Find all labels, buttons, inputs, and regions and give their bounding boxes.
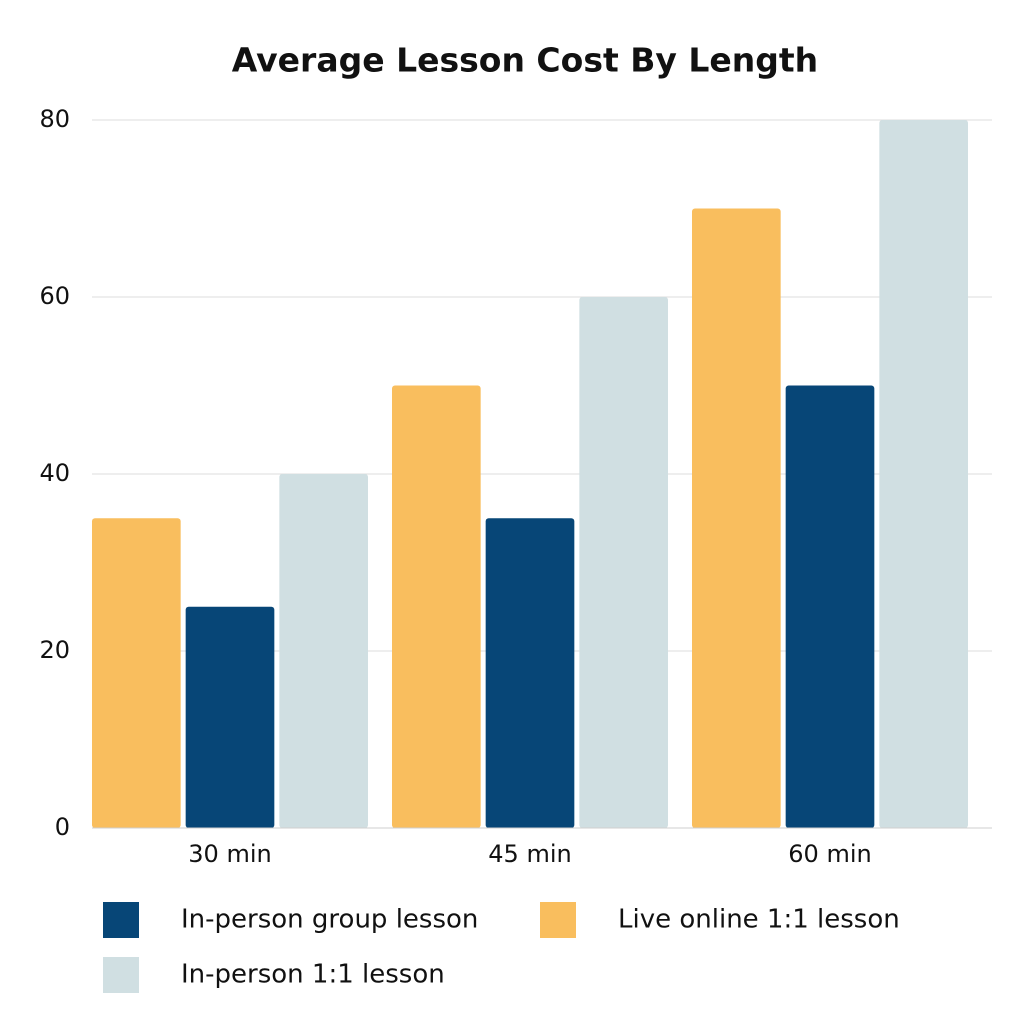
bar (785, 385, 875, 828)
bar (692, 208, 781, 828)
legend-swatch (103, 957, 139, 993)
legend-swatch (540, 902, 576, 938)
y-tick-label: 20 (39, 636, 70, 664)
bar (485, 518, 575, 828)
bar (279, 474, 368, 828)
y-tick-label: 0 (55, 813, 70, 841)
bar (185, 606, 275, 828)
y-tick-label: 60 (39, 282, 70, 310)
x-tick-label: 45 min (488, 840, 571, 868)
bar (579, 297, 668, 828)
x-tick-label: 60 min (788, 840, 871, 868)
legend-swatch (103, 902, 139, 938)
bar (392, 385, 481, 828)
y-tick-label: 40 (39, 459, 70, 487)
bar (92, 518, 181, 828)
legend-label: In-person group lesson (181, 905, 478, 935)
y-tick-label: 80 (39, 105, 70, 133)
legend-label: Live online 1:1 lesson (618, 905, 900, 935)
x-tick-label: 30 min (188, 840, 271, 868)
legend-label: In-person 1:1 lesson (181, 960, 445, 990)
chart-title: Average Lesson Cost By Length (232, 41, 818, 80)
bar (879, 120, 968, 828)
